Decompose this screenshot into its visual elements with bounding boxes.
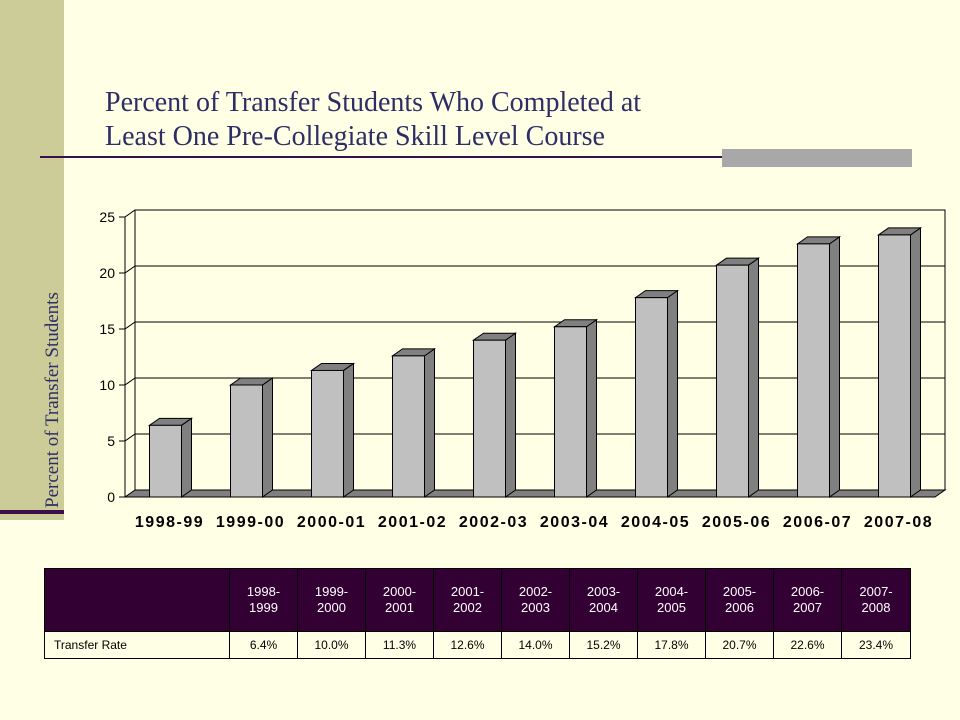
x-tick-label: 2004-05 [621, 514, 690, 531]
table-header-cell: 2004- 2005 [637, 568, 706, 632]
title-line-1: Percent of Transfer Students Who Complet… [105, 87, 642, 118]
table-row: Transfer Rate 6.4% 10.0% 11.3% 12.6% 14.0% 15… [44, 631, 911, 659]
bar [230, 384, 263, 498]
x-tick-label: 2000-01 [297, 514, 366, 531]
table-header-cell: 1998- 1999 [229, 568, 298, 632]
title-underline [40, 156, 912, 158]
table-value-cell: 17.8% [637, 631, 706, 659]
table-header-cell: 2000- 2001 [365, 568, 434, 632]
x-tick-label: 2002-03 [459, 514, 528, 531]
bar-chart: 0 5 10 15 20 25 1998-99 1999-00 2000-01 2001-02 20… [99, 209, 947, 531]
x-tick-label: 1998-99 [135, 514, 204, 531]
table-header-cell: 2005- 2006 [705, 568, 774, 632]
bar [311, 369, 344, 498]
y-tick-label: 10 [99, 377, 115, 393]
bar [149, 424, 182, 498]
bar [554, 326, 587, 498]
bar-side [424, 347, 435, 498]
table-header-cell: 2002- 2003 [501, 568, 570, 632]
table-value-cell: 14.0% [501, 631, 570, 659]
table-value-cell: 11.3% [365, 631, 434, 659]
y-tick-label: 5 [107, 433, 115, 449]
title-accent-bar [722, 149, 912, 167]
bar [797, 243, 830, 498]
bar-side [910, 226, 921, 498]
table-header-cell: 1999- 2000 [297, 568, 366, 632]
table-value-cell: 20.7% [705, 631, 774, 659]
bar-side [586, 318, 597, 498]
table-header-cell: 2006- 2007 [773, 568, 842, 632]
bar-side [343, 362, 354, 498]
y-axis-title: Percent of Transfer Students [42, 292, 63, 508]
table-header-cell: 2007- 2008 [841, 568, 911, 632]
x-tick-label: 2003-04 [540, 514, 609, 531]
side-accent-line [0, 510, 64, 514]
y-tick-label: 20 [99, 265, 115, 281]
table-header-cell: 2001- 2002 [433, 568, 502, 632]
table-header-cell: 2003- 2004 [569, 568, 638, 632]
gridline [124, 265, 945, 274]
x-tick-label: 2007-08 [864, 514, 933, 531]
gridline [124, 209, 945, 218]
x-tick-label: 1999-00 [216, 514, 285, 531]
bar [716, 264, 749, 498]
bar-side [262, 377, 273, 498]
bar-side [505, 332, 516, 498]
y-tick-label: 25 [99, 209, 115, 225]
table-value-cell: 6.4% [229, 631, 298, 659]
bar-side [667, 289, 678, 498]
table-row-label: Transfer Rate [44, 631, 230, 659]
table-value-cell: 10.0% [297, 631, 366, 659]
table-header-empty [44, 568, 230, 632]
bar [473, 339, 506, 498]
bar [878, 234, 911, 498]
table-value-cell: 12.6% [433, 631, 502, 659]
data-table: 1998- 1999 1999- 2000 2000- 2001 2001- 2002 2002… [44, 568, 911, 659]
bar-side [181, 417, 192, 498]
bar-side [829, 235, 840, 498]
y-tick-label: 0 [107, 489, 115, 505]
table-value-cell: 15.2% [569, 631, 638, 659]
x-tick-label: 2006-07 [783, 514, 852, 531]
bar [392, 355, 425, 498]
x-tick-label: 2005-06 [702, 514, 771, 531]
x-tick-label: 2001-02 [378, 514, 447, 531]
side-band [0, 0, 64, 520]
title-line-2: Least One Pre-Collegiate Skill Level Cou… [105, 121, 605, 152]
table-value-cell: 22.6% [773, 631, 842, 659]
table-value-cell: 23.4% [841, 631, 911, 659]
y-tick-label: 15 [99, 321, 115, 337]
bar [635, 297, 668, 498]
table-header-row: 1998- 1999 1999- 2000 2000- 2001 2001- 2002 2002… [44, 568, 911, 632]
slide-title: Percent of Transfer Students Who Complet… [105, 86, 805, 154]
bar-side [748, 257, 759, 498]
